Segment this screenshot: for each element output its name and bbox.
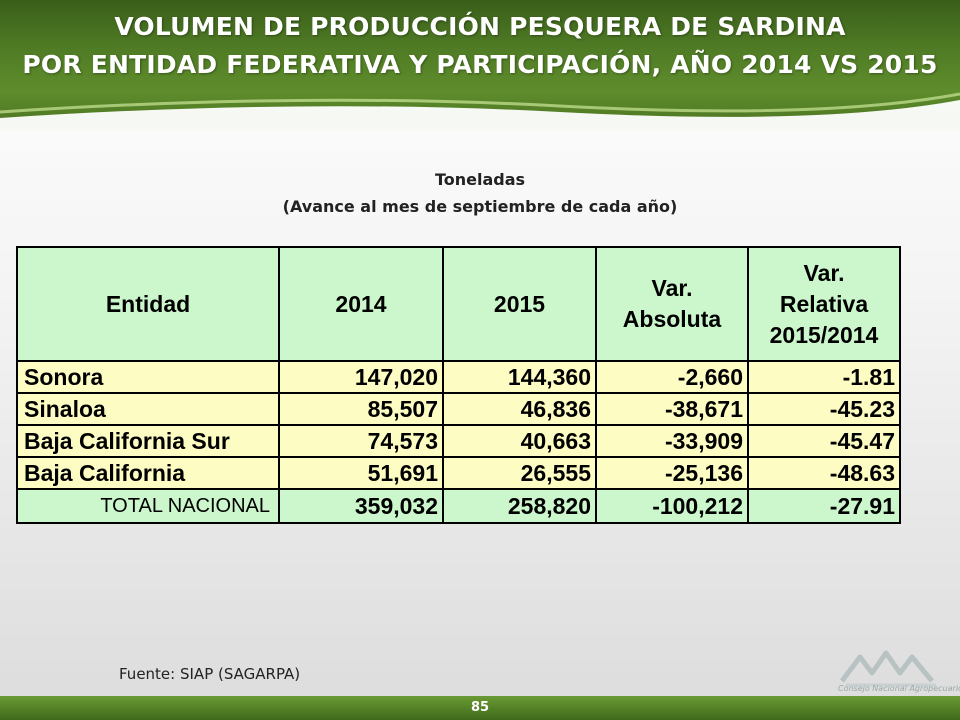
cell-total-var-abs: -100,212 [595, 488, 749, 524]
cell-total-2014: 359,032 [278, 488, 444, 524]
cell-var-rel: -45.47 [747, 424, 901, 458]
cell-var-abs: -38,671 [595, 392, 749, 426]
cell-var-rel: -48.63 [747, 456, 901, 490]
cell-entidad: Sonora [16, 360, 280, 394]
cell-var-rel: -45.23 [747, 392, 901, 426]
cell-var-abs: -2,660 [595, 360, 749, 394]
page-number: 85 [470, 700, 490, 715]
period-note: (Avance al mes de septiembre de cada año… [282, 197, 678, 216]
table-header-row: Entidad 2014 2015 Var. Absoluta Var. Rel… [16, 246, 901, 362]
cell-entidad: Baja California [16, 456, 280, 490]
cell-2014: 147,020 [278, 360, 444, 394]
cell-2015: 40,663 [442, 424, 597, 458]
header-var-abs-line1: Var. [651, 275, 693, 301]
cell-2014: 74,573 [278, 424, 444, 458]
cell-var-abs: -25,136 [595, 456, 749, 490]
table-row: Sinaloa 85,507 46,836 -38,671 -45.23 [16, 392, 901, 426]
header-entidad: Entidad [16, 246, 280, 362]
cell-2014: 85,507 [278, 392, 444, 426]
header-var-relativa: Var. Relativa 2015/2014 [747, 246, 901, 362]
cell-entidad: Baja California Sur [16, 424, 280, 458]
header-2015: 2015 [442, 246, 597, 362]
logo-caption: Consejo Nacional Agropecuario [838, 684, 960, 693]
cell-2015: 144,360 [442, 360, 597, 394]
header-var-absoluta: Var. Absoluta [595, 246, 749, 362]
header-var-rel-line3: 2015/2014 [769, 321, 879, 348]
page-title-line2: POR ENTIDAD FEDERATIVA Y PARTICIPACIÓN, … [22, 50, 938, 79]
banner-swoosh-decoration [0, 92, 960, 130]
footer-bar [0, 696, 960, 720]
header-2014: 2014 [278, 246, 444, 362]
cell-total-var-rel: -27.91 [747, 488, 901, 524]
cell-2015: 46,836 [442, 392, 597, 426]
page-title-line1: VOLUMEN DE PRODUCCIÓN PESQUERA DE SARDIN… [114, 12, 846, 41]
table-row: Baja California Sur 74,573 40,663 -33,90… [16, 424, 901, 458]
cell-2015: 26,555 [442, 456, 597, 490]
consejo-nacional-agropecuario-logo-icon [840, 650, 936, 687]
cell-total-2015: 258,820 [442, 488, 597, 524]
title-banner: VOLUMEN DE PRODUCCIÓN PESQUERA DE SARDIN… [0, 0, 960, 130]
source-note: Fuente: SIAP (SAGARPA) [119, 665, 301, 683]
cell-var-abs: -33,909 [595, 424, 749, 458]
units-label: Toneladas [434, 170, 526, 189]
cell-2014: 51,691 [278, 456, 444, 490]
cell-var-rel: -1.81 [747, 360, 901, 394]
header-var-rel-line1: Var. [803, 259, 845, 286]
table-row: Baja California 51,691 26,555 -25,136 -4… [16, 456, 901, 490]
header-var-abs-line2: Absoluta [622, 306, 722, 332]
cell-entidad: Sinaloa [16, 392, 280, 426]
table-total-row: TOTAL NACIONAL 359,032 258,820 -100,212 … [16, 488, 901, 524]
table-row: Sonora 147,020 144,360 -2,660 -1.81 [16, 360, 901, 394]
cell-total-label: TOTAL NACIONAL [16, 488, 280, 524]
header-var-rel-line2: Relativa [779, 290, 869, 317]
production-table: Entidad 2014 2015 Var. Absoluta Var. Rel… [16, 246, 901, 524]
